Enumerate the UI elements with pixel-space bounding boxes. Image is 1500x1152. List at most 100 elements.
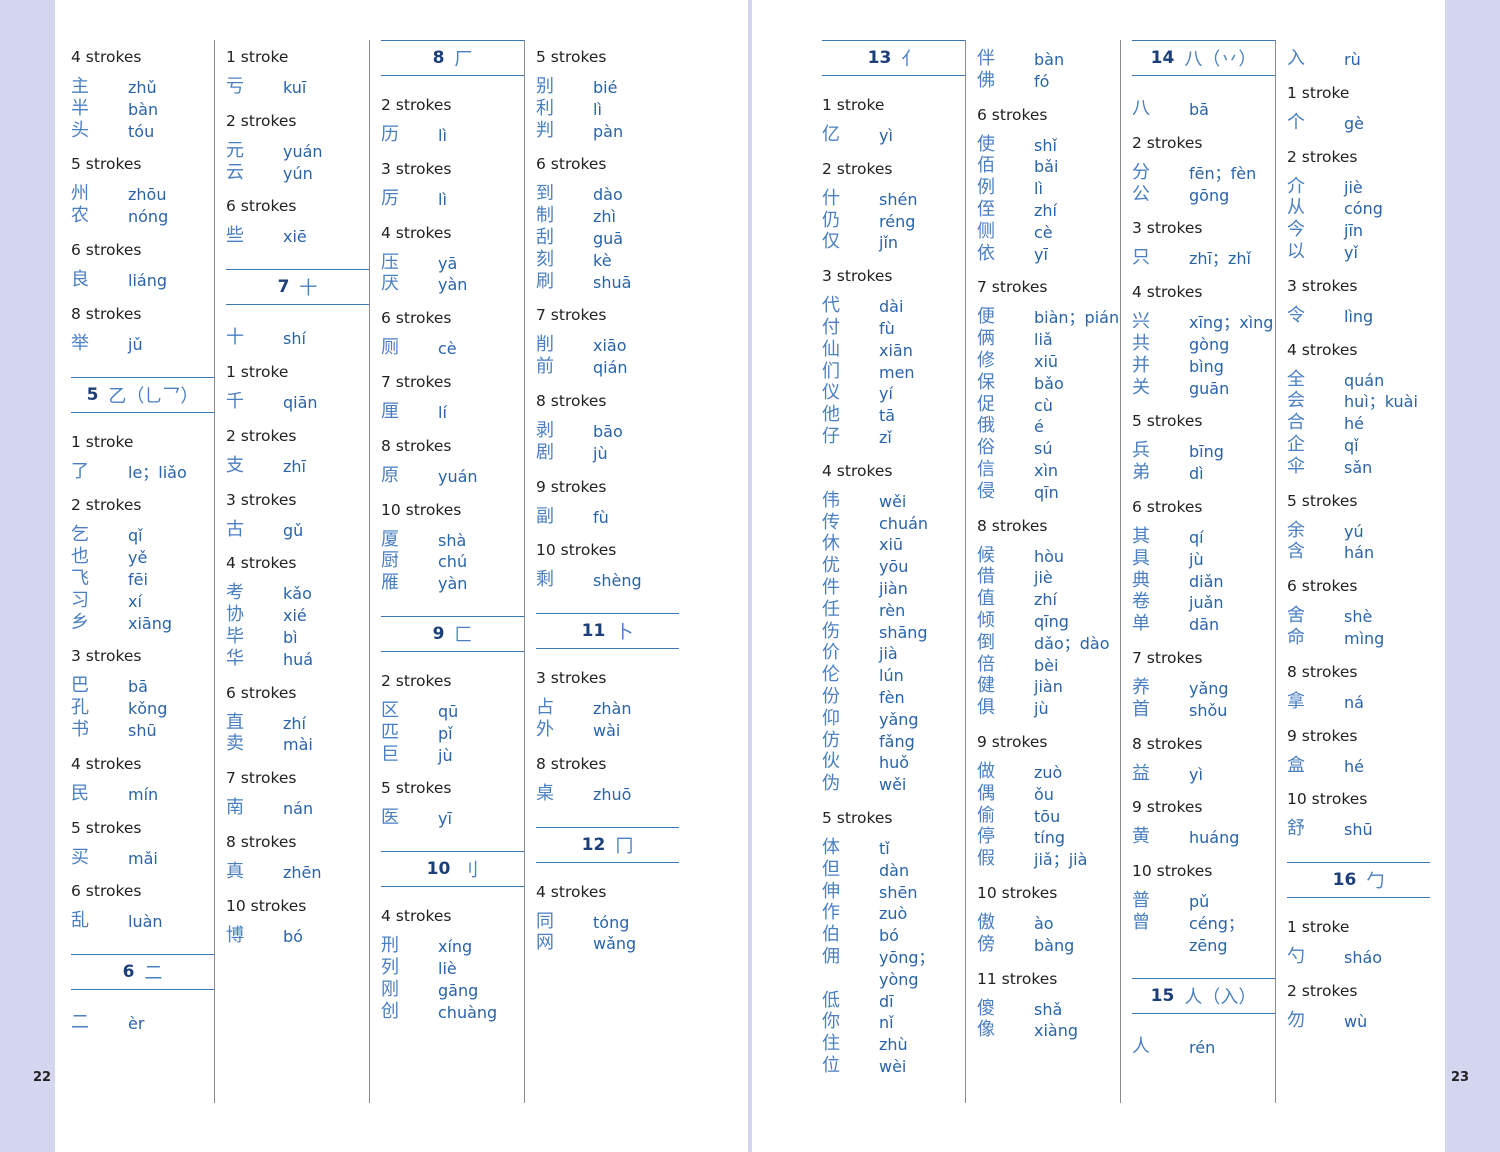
hanzi-character: 舒 [1287,818,1305,840]
hanzi-character: 厦 [381,528,399,550]
hanzi-character: 黄 [1132,826,1150,848]
hanzi-character: 匹 [381,721,399,743]
hanzi-character: 个 [1287,111,1305,133]
stroke-count-label: 6 strokes [1287,577,1358,596]
hanzi-character: 单 [1132,613,1150,635]
index-column-7: 14 八（丷） 八 bā 2 strokes 分 fēn；fèn 公 gōng 3 strokes… [1132,40,1276,1103]
pinyin-reading: yì [879,126,893,145]
pinyin-reading: lún [879,666,904,686]
pinyin-reading: sú [1034,439,1053,459]
pinyin-reading: zuò [879,904,908,924]
pinyin-reading: fēi [128,570,148,589]
pinyin-reading: jù [1034,699,1049,719]
pinyin-reading: jiè [1344,177,1363,197]
hanzi-character: 入 [1287,48,1305,69]
stroke-count-label: 5 strokes [381,779,452,798]
hanzi-character: 余 [1287,519,1305,541]
stroke-count-label: 4 strokes [822,461,893,480]
pinyin-reading: kǎo [283,584,312,604]
pinyin-reading: dǎo；dào [1034,633,1110,653]
pinyin-reading: huáng [1189,828,1240,848]
stroke-count-label: 3 strokes [1287,276,1358,295]
hanzi-character: 假 [977,848,995,870]
pinyin-reading: le；liǎo [128,462,187,482]
stroke-count-label: 10 strokes [536,541,617,560]
pinyin-reading: bǎo [1034,373,1064,393]
hanzi-character: 含 [1287,541,1305,563]
pinyin-reading: pàn [593,121,624,141]
hanzi-character: 依 [977,242,995,264]
hanzi-character: 刷 [536,270,554,292]
pinyin-reading: shí [283,329,306,349]
pinyin-reading: bǎi [1034,157,1059,177]
stroke-count-label: 4 strokes [71,48,142,66]
pinyin-reading: liǎ [1034,330,1053,350]
hanzi-character: 良 [71,269,89,290]
hanzi-character: 厨 [381,550,399,572]
hanzi-character: 占 [536,697,554,719]
pinyin-reading: xiāo [593,336,627,356]
stroke-count-label: 6 strokes [1132,498,1203,516]
stroke-count-label: 1 stroke [226,48,289,66]
hanzi-character: 并 [1132,354,1150,376]
hanzi-character: 毕 [226,626,244,647]
stroke-count-label: 4 strokes [226,554,297,573]
hanzi-character: 厕 [381,337,399,359]
stroke-count-label: 6 strokes [71,882,142,901]
pinyin-reading: jiǎ；jià [1034,850,1088,870]
stroke-count-label: 8 strokes [536,392,607,410]
hanzi-character: 会 [1287,390,1305,412]
pinyin-reading: qū [438,702,459,721]
hanzi-character: 巴 [71,675,89,697]
hanzi-character: 华 [226,647,244,669]
pinyin-reading: zhī；zhǐ [1189,249,1251,269]
hanzi-character: 弟 [1132,462,1150,484]
hanzi-character: 半 [71,97,89,119]
pinyin-reading: men [879,362,915,382]
radical-heading: 10 刂 [381,851,524,888]
pinyin-reading: zhēn [283,863,322,882]
pinyin-reading: zhì [593,207,616,227]
pinyin-reading: cóng [1344,199,1383,219]
hanzi-character: 考 [226,582,244,604]
index-column-2: 1 stroke 亏 kuī 2 strokes 元 yuán 云 yún 6 strokes 些… [226,40,370,1103]
hanzi-character: 刑 [381,935,399,957]
hanzi-character: 养 [1132,677,1150,698]
hanzi-character: 关 [1132,376,1150,398]
pinyin-reading: bó [879,926,899,946]
pinyin-reading: shuā [593,272,632,292]
pinyin-reading: réng [879,211,916,231]
hanzi-character: 亿 [822,124,840,145]
hanzi-character: 拿 [1287,690,1305,712]
stroke-count-label: 1 stroke [226,363,289,381]
stroke-count-label: 7 strokes [536,306,607,325]
pinyin-reading: bàn [128,99,159,119]
hanzi-character: 侧 [977,220,995,242]
right-page: 13 亻 1 stroke 亿 yì 2 strokes 什 shén 仍 réng 仅 jǐn 3 s… [752,0,1445,1152]
hanzi-character: 网 [536,932,554,954]
pinyin-reading: huá [283,649,314,669]
pinyin-reading: zhàn [593,699,632,719]
radical-number: 16 [1332,870,1357,891]
hanzi-character: 借 [977,566,995,588]
stroke-count-label: 5 strokes [71,155,142,174]
hanzi-character: 巨 [381,743,399,765]
radical-character: 人（入） [1184,986,1257,1008]
hanzi-character: 伯 [822,924,840,946]
pinyin-reading: bā [1189,100,1209,119]
pinyin-reading: dài [879,297,904,317]
stroke-count-label: 7 strokes [226,769,297,788]
stroke-count-label: 3 strokes [226,490,297,509]
hanzi-character: 健 [977,675,995,697]
hanzi-character: 件 [822,577,840,598]
pinyin-reading: fǎng [879,731,915,751]
pinyin-reading: chuàng [438,1002,498,1022]
radical-number: 9 [432,624,445,644]
pinyin-reading: yún [283,163,313,183]
stroke-count-label: 5 strokes [536,48,607,66]
pinyin-reading: wèi [879,1057,907,1076]
stroke-count-label: 6 strokes [381,309,452,328]
hanzi-character: 民 [71,782,89,804]
pinyin-reading: yī [438,809,452,829]
